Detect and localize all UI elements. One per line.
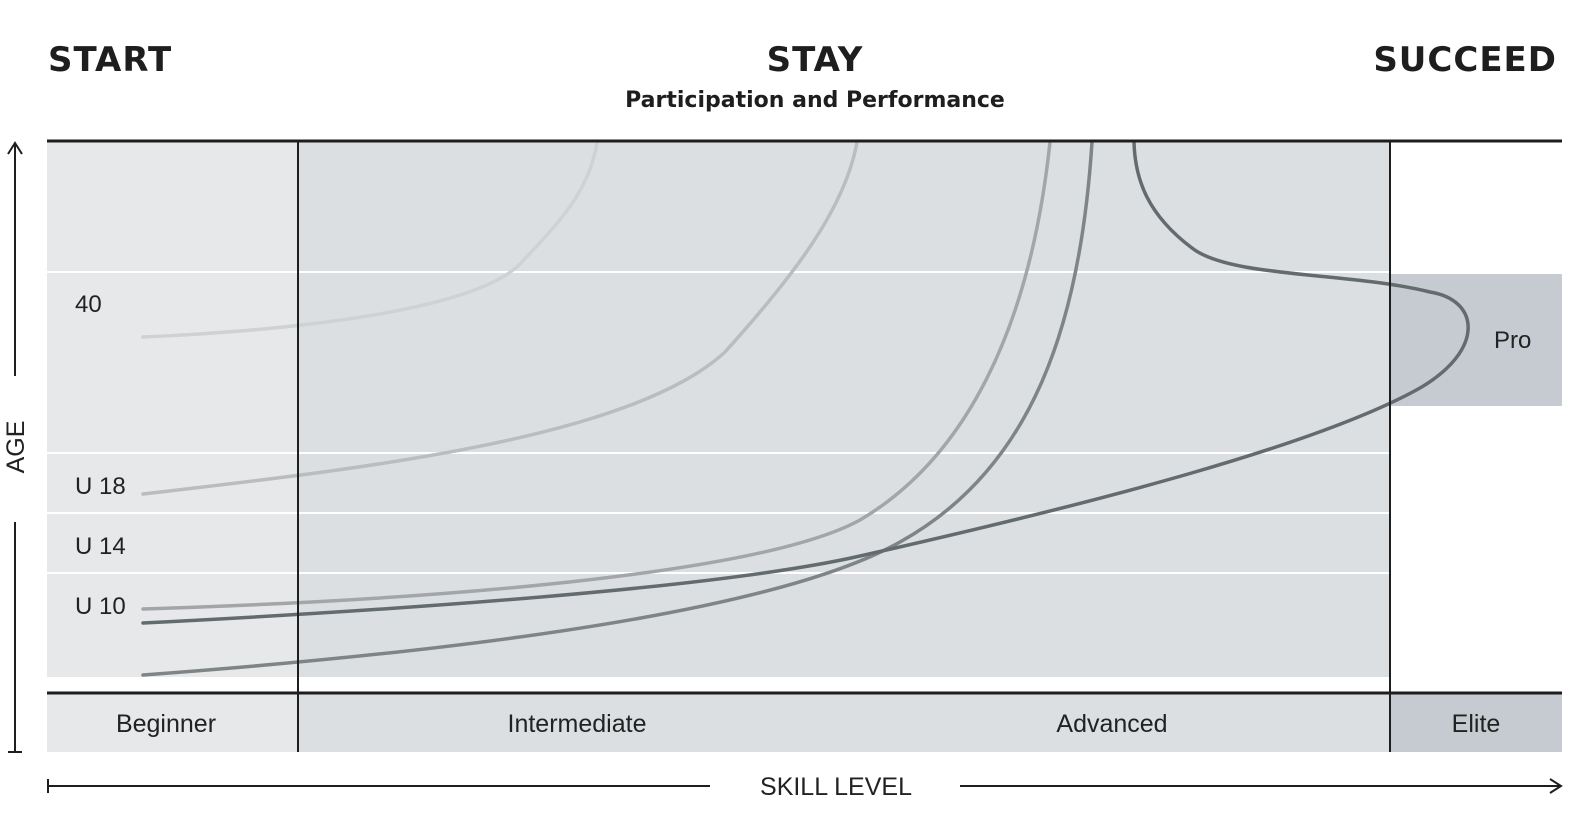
skill-label-beginner: Beginner <box>116 710 216 738</box>
skill-axis-arrowhead <box>1549 778 1563 794</box>
skill-label-intermediate: Intermediate <box>508 710 647 738</box>
beginner-region <box>47 140 297 677</box>
heading-succeed: SUCCEED <box>1373 40 1557 80</box>
frame-lines <box>47 139 1562 752</box>
skill-axis <box>47 778 1563 794</box>
heading-stay: STAY <box>766 40 864 80</box>
age-axis <box>7 141 23 753</box>
age-label-u14: U 14 <box>75 533 126 560</box>
skill-label-advanced: Advanced <box>1056 710 1167 738</box>
curve-participation-u10 <box>141 140 1052 611</box>
beginner-cell <box>47 693 297 752</box>
age-axis-arrowhead <box>7 141 23 155</box>
curve-recreational-u18 <box>141 140 859 496</box>
stay-region <box>297 140 1390 677</box>
pathway-curves <box>141 140 1470 677</box>
heading-start: START <box>48 40 173 80</box>
curve-recreational-40 <box>141 140 599 339</box>
elite-cell <box>1390 693 1562 752</box>
age-label-u18: U 18 <box>75 473 126 500</box>
heading-stay-subtitle: Participation and Performance <box>625 88 1005 113</box>
curve-pro-pathway <box>141 140 1470 625</box>
skill-label-elite: Elite <box>1452 710 1501 738</box>
skill-axis-label: SKILL LEVEL <box>760 773 912 801</box>
age-label-40: 40 <box>75 291 102 318</box>
intermediate-advanced-cell <box>297 693 1390 752</box>
age-axis-label: AGE <box>2 421 30 474</box>
age-label-u10: U 10 <box>75 593 126 620</box>
pro-label: Pro <box>1494 327 1531 354</box>
age-gridlines <box>47 271 1390 574</box>
pro-band <box>1390 274 1562 406</box>
